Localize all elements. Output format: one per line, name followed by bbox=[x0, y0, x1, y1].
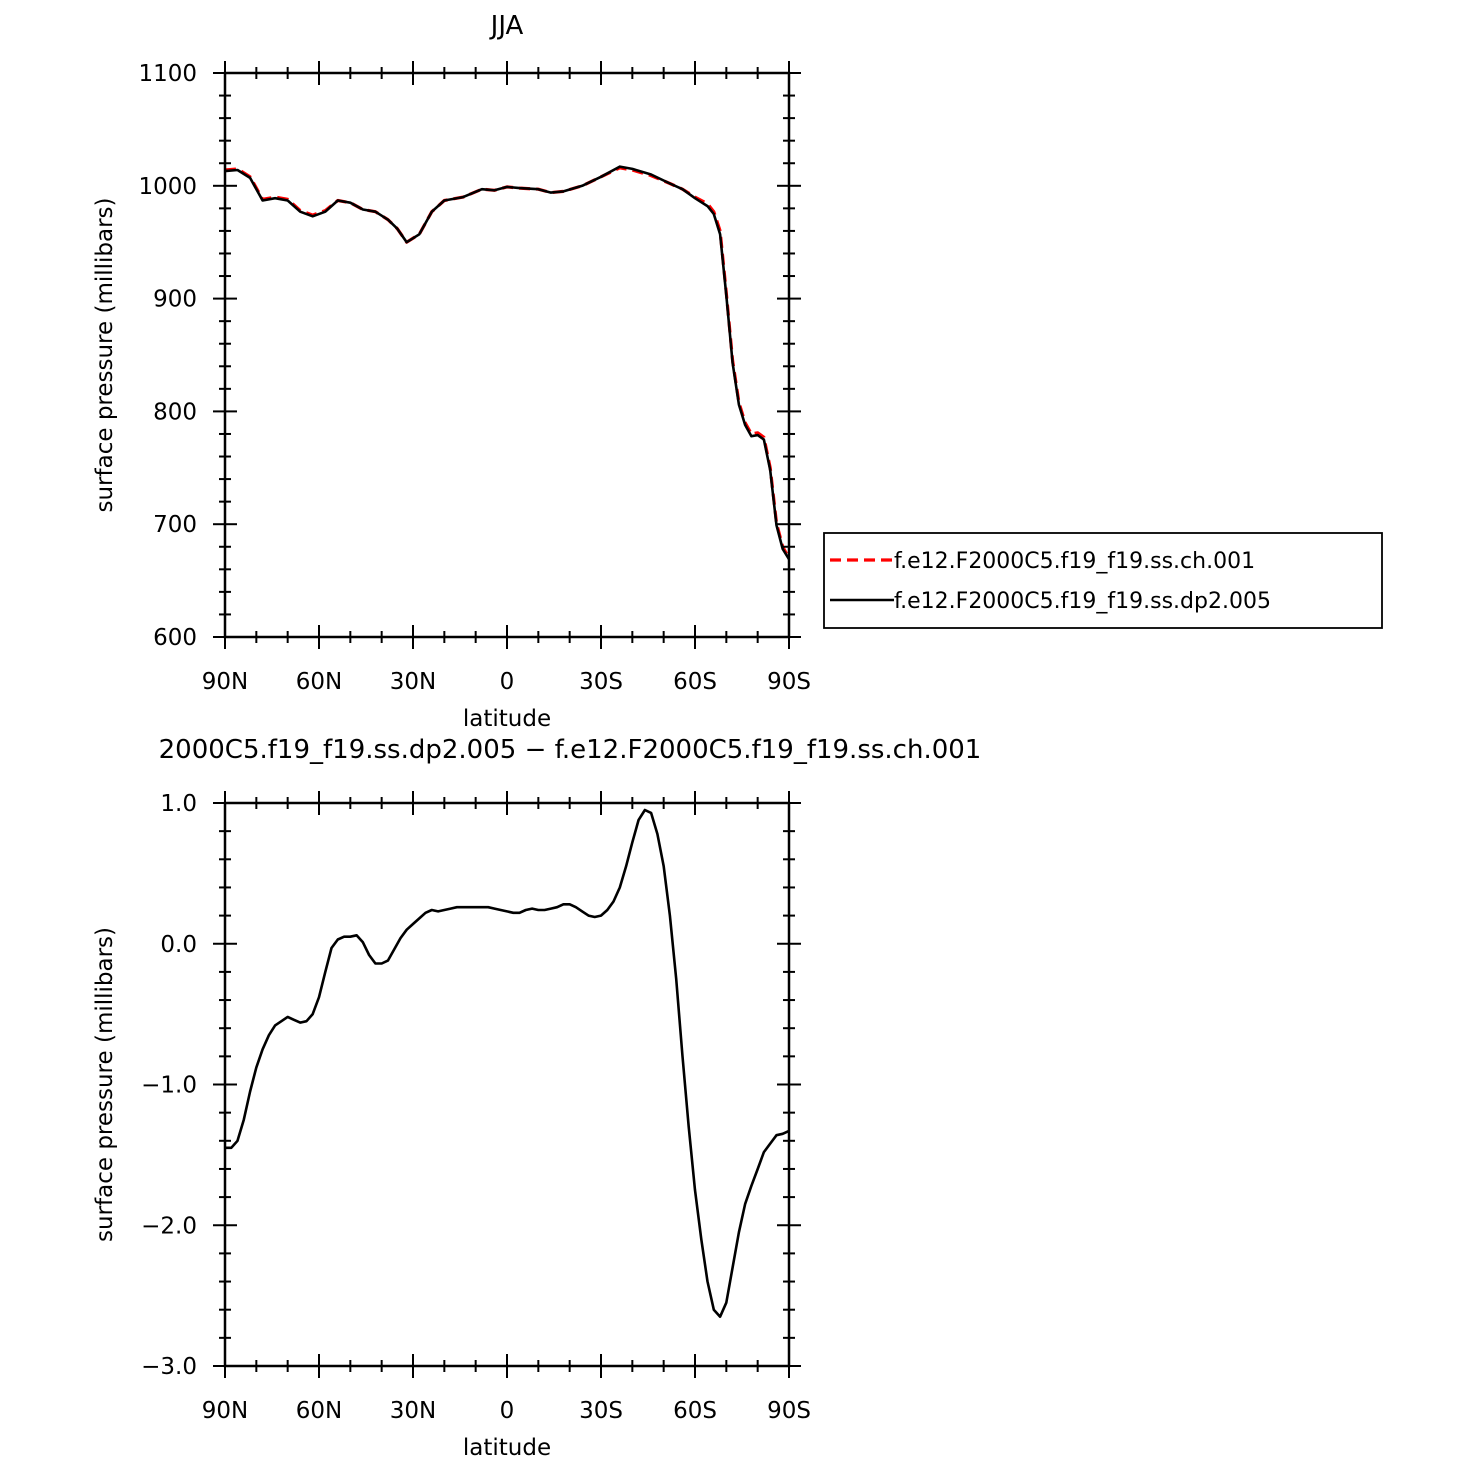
legend-box bbox=[823, 532, 1383, 629]
y-tick-label: 900 bbox=[153, 287, 197, 313]
x-tick-label: 30S bbox=[579, 669, 623, 695]
series-line-0 bbox=[224, 166, 791, 559]
x-tick-label: 90S bbox=[767, 669, 811, 695]
y-tick-label: 800 bbox=[153, 399, 197, 425]
legend-label-1: f.e12.F2000C5.f19_f19.ss.dp2.005 bbox=[894, 589, 1271, 614]
x-tick-label: 90N bbox=[202, 669, 248, 695]
x-tick-label: 30N bbox=[390, 669, 436, 695]
x-tick-label: 60S bbox=[673, 1398, 717, 1424]
y-tick-label: 0.0 bbox=[160, 932, 197, 958]
legend: f.e12.F2000C5.f19_f19.ss.ch.001 f.e12.F20… bbox=[823, 532, 1383, 629]
x-tick-label: 60S bbox=[673, 669, 717, 695]
x-tick-label: 0 bbox=[500, 1398, 515, 1424]
x-tick-label: 60N bbox=[296, 669, 342, 695]
y-tick-label: −1.0 bbox=[141, 1073, 197, 1099]
y-tick-label: 700 bbox=[153, 512, 197, 538]
y-tick-label: 1.0 bbox=[160, 791, 197, 817]
x-tick-label: 30S bbox=[579, 1398, 623, 1424]
y-tick-label: −2.0 bbox=[141, 1213, 197, 1239]
plot-title: JJA bbox=[489, 11, 524, 41]
top-panel-chart: JJA 90N 60N 30N 0 30S 60S 90S 1100 1000 900 800 700 6… bbox=[92, 11, 811, 732]
plot-frame bbox=[223, 801, 791, 1368]
y-axis-title: surface pressure (millibars) bbox=[92, 197, 118, 512]
bottom-panel-chart: 2000C5.f19_f19.ss.dp2.005 − f.e12.F2000C… bbox=[92, 735, 981, 1461]
x-axis-title: latitude bbox=[463, 706, 551, 732]
x-tick-label: 90N bbox=[202, 1398, 248, 1424]
x-tick-label: 60N bbox=[296, 1398, 342, 1424]
x-tick-label: 30N bbox=[390, 1398, 436, 1424]
y-tick-label: 1000 bbox=[138, 174, 197, 200]
x-axis-title: latitude bbox=[463, 1435, 551, 1461]
y-tick-label: −3.0 bbox=[141, 1354, 197, 1380]
x-tick-label: 0 bbox=[500, 669, 515, 695]
y-tick-label: 600 bbox=[153, 625, 197, 651]
plot-title: 2000C5.f19_f19.ss.dp2.005 − f.e12.F2000C… bbox=[159, 735, 982, 765]
series-line-1 bbox=[224, 165, 791, 560]
y-axis-title: surface pressure (millibars) bbox=[92, 927, 118, 1242]
plot-frame bbox=[223, 71, 791, 639]
legend-label-0: f.e12.F2000C5.f19_f19.ss.ch.001 bbox=[894, 549, 1255, 574]
series-line-0 bbox=[225, 808, 790, 1318]
x-tick-label: 90S bbox=[767, 1398, 811, 1424]
y-tick-label: 1100 bbox=[138, 61, 197, 87]
